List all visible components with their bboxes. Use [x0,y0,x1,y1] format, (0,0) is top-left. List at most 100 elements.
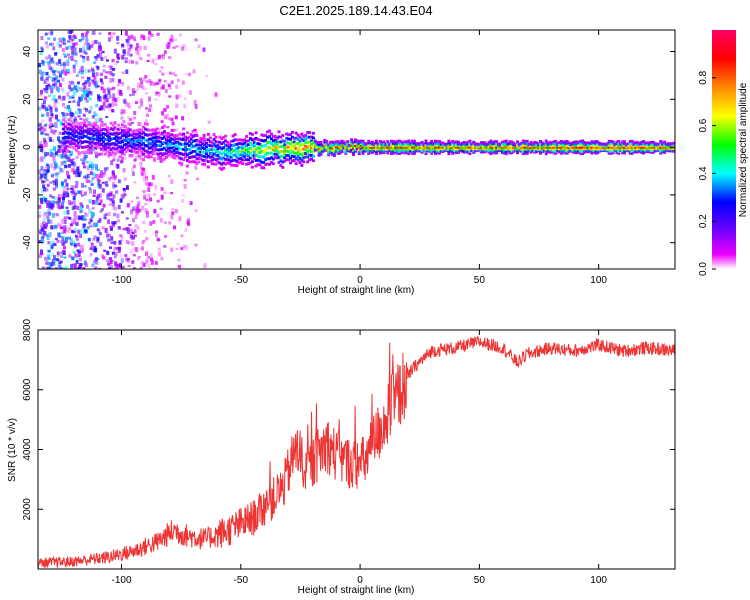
spectrogram-cell [605,142,609,146]
spectrogram-cell [166,143,170,146]
spectrogram-cell [264,158,268,162]
spectrogram-cell [577,142,581,146]
spectrogram-cell [212,142,216,146]
spectrogram-cell [53,146,56,150]
spectrogram-cell [214,153,218,157]
spectrogram-cell [403,151,407,155]
spectrogram-cell [609,147,613,151]
spectrogram-cell [346,141,350,145]
spectrogram-cell [243,151,247,155]
spectrogram-cell [153,136,157,139]
spectrogram-cell [50,244,54,249]
spectrogram-cell [43,104,47,109]
spectrogram-cell [45,163,49,166]
spectrogram-cell [73,251,76,254]
spectrogram-cell [184,72,188,75]
spectrogram-cell [70,185,74,190]
spectrogram-cell [133,158,137,162]
spectrogram-cell [108,65,112,69]
spectrogram-cell [58,95,62,99]
spectrogram-cell [155,140,159,143]
spectrogram-cell [116,163,120,169]
spectrogram-cell [241,154,245,158]
spectrogram-cell [107,211,111,216]
spectrogram-cell [142,131,146,137]
spectrogram-cell [92,237,96,241]
spectrogram-cell [592,144,596,148]
spectrogram-cell [573,145,577,149]
spectrogram-cell [649,145,653,149]
spectrogram-cell [189,160,193,164]
spectrogram-cell [283,153,287,156]
spectrogram-cell [163,50,167,54]
spectrogram-cell [313,147,317,151]
spectrogram-cell [178,216,182,222]
spectrogram-cell [73,116,77,120]
spectrogram-cell [439,147,443,151]
spectrogram-cell [88,132,92,136]
spectrogram-cell [628,151,632,155]
spectrogram-cell [420,145,424,149]
spectrogram-cell [135,208,139,213]
spectrogram-cell [96,68,100,71]
spectrogram-cell [565,142,569,145]
spectrogram-cell [79,132,82,136]
spectrogram-cell [565,140,569,143]
spectrogram-cell [497,142,500,146]
spectrogram-cell [38,204,42,209]
spectrogram-cell [99,117,103,122]
spectrogram-cell [109,35,113,39]
spectrogram-cell [523,144,527,147]
spectrogram-cell [151,144,155,148]
spectrogram-cell [132,142,136,146]
spectrogram-cell [99,78,103,83]
spectrogram-cell [661,150,665,153]
spectrogram-cell [158,127,162,131]
spectrogram-cell [50,129,54,134]
spectrogram-cell [38,144,42,149]
spectrogram-cell [160,54,163,58]
spectrogram-cell [40,146,44,150]
spectrogram-cell [65,127,69,130]
spectrogram-cell [405,144,409,147]
spectrogram-cell [640,147,644,151]
spectrogram-cell [281,166,285,169]
spectrogram-cell [163,152,166,155]
spectrogram-cell [205,155,208,159]
spectrogram-cell [647,142,651,146]
spectrogram-cell [167,174,171,178]
spectrogram-cell [174,151,178,154]
spectrogram-cell [103,98,107,103]
spectrogram-cell [96,138,100,142]
spectrogram-cell [308,158,312,162]
spectrogram-cell [69,87,73,92]
spectrogram-cell [539,147,542,151]
spectrogram-cell [409,145,413,149]
spectrogram-cell [111,102,115,107]
spectrogram-cell [500,142,504,146]
spectrogram-cell [336,142,340,145]
spectrogram-cell [55,114,58,120]
spectrogram-cell [260,155,264,159]
spectrogram-cell [159,136,163,140]
spectrogram-cell [83,260,87,265]
spectrogram-cell [212,133,216,136]
spectrogram-cell [92,133,96,137]
spectrogram-cell [289,156,292,160]
spectrogram-cell [157,140,161,143]
spectrogram-cell [609,139,613,143]
spectrogram-cell [60,254,64,258]
spectrogram-cell [157,135,161,139]
spectrogram-cell [61,48,65,53]
spectrogram-cell [525,139,529,143]
spectrogram-cell [529,147,533,151]
spectrogram-cell [319,143,323,146]
spectrogram-cell [315,141,319,144]
spectrogram-cell [53,166,57,171]
spectrogram-cell [47,54,51,59]
spectrogram-cell [107,176,111,182]
spectrogram-cell [84,263,88,267]
spectrogram-cell [96,118,100,124]
spectrogram-cell [245,158,249,161]
spectrogram-cell [516,151,520,155]
